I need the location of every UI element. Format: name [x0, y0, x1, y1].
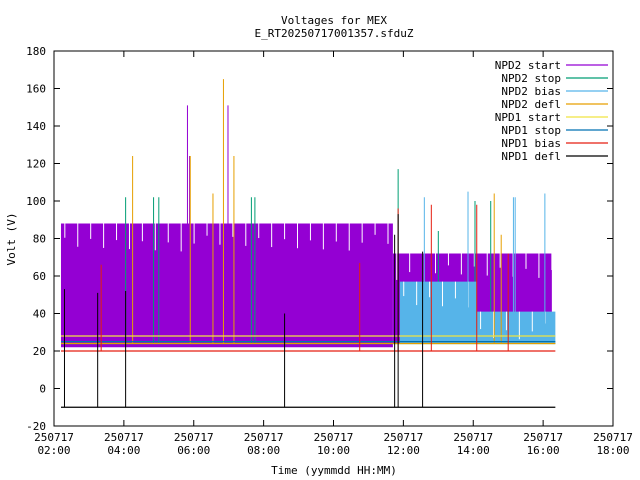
legend-label: NPD1 start — [495, 111, 561, 124]
axes: -2002040608010012014016018025071702:0025… — [26, 45, 633, 457]
y-tick-label: -20 — [26, 420, 46, 433]
x-tick-time: 10:00 — [317, 444, 350, 457]
legend-label: NPD2 defl — [501, 98, 561, 111]
series-band — [60, 223, 393, 348]
x-axis-label: Time (yymmdd HH:MM) — [271, 464, 397, 477]
y-tick-label: 60 — [33, 270, 46, 283]
x-tick-date: 250717 — [593, 431, 633, 444]
x-tick-date: 250717 — [384, 431, 424, 444]
y-tick-label: 140 — [26, 120, 46, 133]
y-tick-label: 180 — [26, 45, 46, 58]
x-tick-date: 250717 — [453, 431, 493, 444]
y-tick-label: 80 — [33, 233, 46, 246]
x-tick-date: 250717 — [174, 431, 214, 444]
legend-label: NPD1 bias — [501, 137, 561, 150]
x-tick-time: 06:00 — [177, 444, 210, 457]
legend-label: NPD2 stop — [501, 72, 561, 85]
series-npd1-defl — [60, 214, 556, 408]
y-tick-label: 0 — [39, 383, 46, 396]
plot-area — [60, 79, 559, 408]
y-tick-label: 100 — [26, 195, 46, 208]
legend-label: NPD1 defl — [501, 150, 561, 163]
legend-label: NPD1 stop — [501, 124, 561, 137]
x-tick-date: 250717 — [104, 431, 144, 444]
chart-title: Voltages for MEX — [281, 14, 387, 27]
y-tick-label: 160 — [26, 83, 46, 96]
legend-label: NPD2 start — [495, 59, 561, 72]
x-tick-time: 02:00 — [37, 444, 70, 457]
x-tick-time: 12:00 — [387, 444, 420, 457]
y-tick-label: 40 — [33, 308, 46, 321]
y-tick-label: 120 — [26, 158, 46, 171]
x-tick-time: 14:00 — [457, 444, 490, 457]
series-npd2-defl — [60, 79, 556, 345]
series-band — [476, 311, 556, 344]
x-tick-date: 250717 — [314, 431, 354, 444]
series-npd2-start — [60, 105, 553, 348]
legend-label: NPD2 bias — [501, 85, 561, 98]
y-tick-label: 20 — [33, 345, 46, 358]
x-tick-date: 250717 — [244, 431, 284, 444]
x-tick-time: 16:00 — [527, 444, 560, 457]
x-tick-time: 18:00 — [596, 444, 629, 457]
x-tick-time: 08:00 — [247, 444, 280, 457]
series-band — [399, 281, 477, 344]
y-axis-label: Volt (V) — [5, 213, 18, 266]
series-npd2-bias — [399, 191, 559, 344]
chart-subtitle: E_RT20250717001357.sfduZ — [255, 27, 414, 40]
x-tick-time: 04:00 — [107, 444, 140, 457]
x-tick-date: 250717 — [34, 431, 74, 444]
x-tick-date: 250717 — [523, 431, 563, 444]
